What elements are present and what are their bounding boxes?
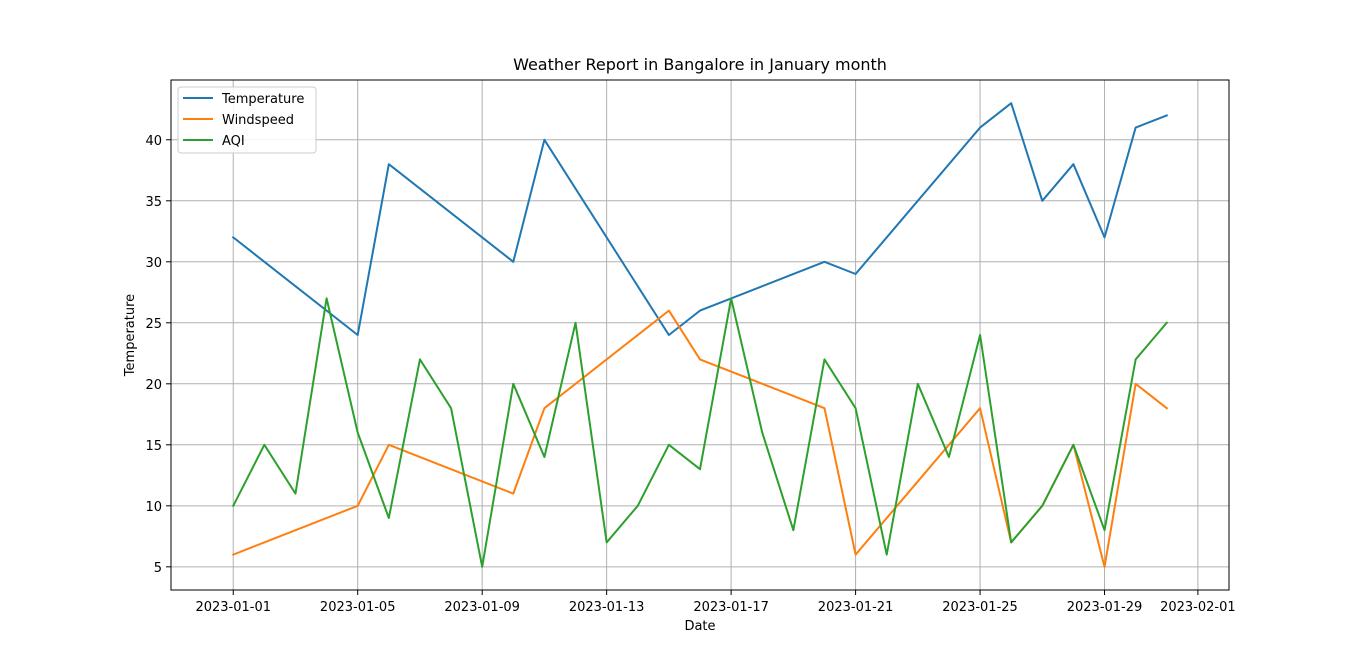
y-tick-label: 35 xyxy=(145,195,162,210)
plot-area-frame xyxy=(170,79,1230,591)
x-tick-label: 2023-01-25 xyxy=(942,600,1018,615)
legend: Temperature Windspeed AQI xyxy=(177,86,317,154)
legend-box xyxy=(177,86,317,154)
y-tick-label: 15 xyxy=(145,439,162,454)
x-tick-label: 2023-01-21 xyxy=(818,600,894,615)
y-axis-label: Temperature xyxy=(123,294,138,377)
legend-item-aqi: AQI xyxy=(183,134,245,149)
x-tick-label: 2023-01-13 xyxy=(569,600,645,615)
legend-item-windspeed: Windspeed xyxy=(183,113,294,128)
series-line-windspeed xyxy=(231,309,1169,568)
y-tick-label: 20 xyxy=(145,378,162,393)
chart-title: Weather Report in Bangalore in January m… xyxy=(513,55,887,74)
y-tick-label: 25 xyxy=(145,317,162,332)
data-series xyxy=(231,102,1169,568)
y-axis-ticks: 5 10 15 20 25 30 35 40 xyxy=(145,134,171,576)
x-tick-label: 2023-01-09 xyxy=(444,600,520,615)
y-tick-label: 30 xyxy=(145,256,162,271)
legend-label: Windspeed xyxy=(222,113,294,128)
x-axis-ticks: 2023-01-01 2023-01-05 2023-01-09 2023-01-13… xyxy=(195,590,1236,615)
legend-label: Temperature xyxy=(221,92,304,107)
x-tick-label: 2023-01-05 xyxy=(320,600,396,615)
series-line-aqi xyxy=(231,297,1169,568)
legend-item-temperature: Temperature xyxy=(183,92,304,107)
x-tick-label: 2023-01-17 xyxy=(693,600,769,615)
x-axis-label: Date xyxy=(684,619,715,634)
x-tick-label: 2023-02-01 xyxy=(1160,600,1236,615)
x-tick-label: 2023-01-01 xyxy=(195,600,271,615)
grid-lines xyxy=(171,80,1229,590)
x-tick-label: 2023-01-29 xyxy=(1067,600,1143,615)
series-line-temperature xyxy=(231,102,1169,336)
y-tick-label: 10 xyxy=(145,500,162,515)
y-tick-label: 5 xyxy=(154,561,162,576)
y-tick-label: 40 xyxy=(145,134,162,149)
legend-label: AQI xyxy=(222,134,245,149)
